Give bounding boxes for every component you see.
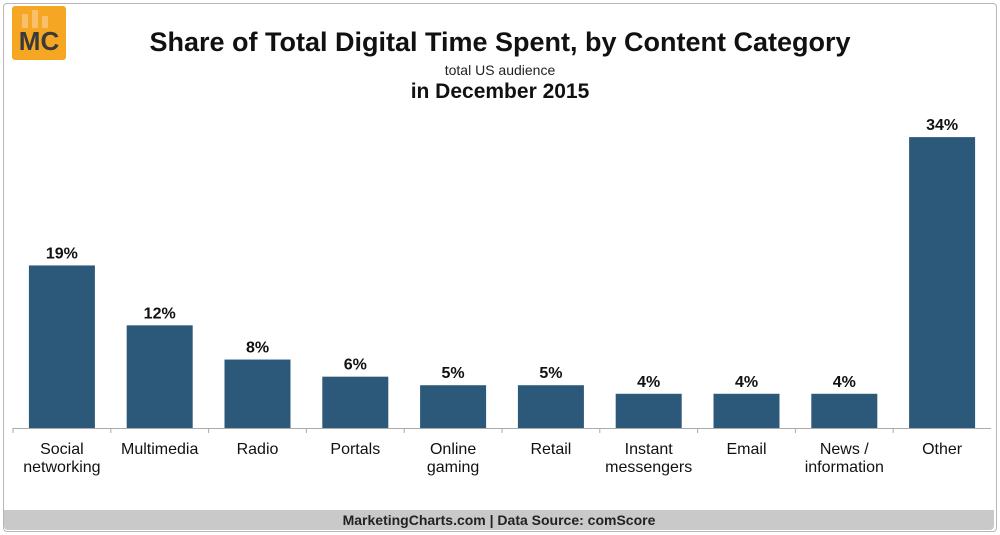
bar — [224, 359, 291, 428]
bar — [615, 393, 682, 428]
bar-value-label: 12% — [144, 305, 176, 322]
marketingcharts-logo: MC — [12, 6, 66, 60]
category-label: Multimedia — [121, 441, 198, 458]
bar — [811, 393, 878, 428]
category-label: Email — [726, 441, 766, 458]
bar-value-label: 4% — [735, 374, 758, 391]
logo-text: MC — [19, 26, 60, 56]
footer-source: MarketingCharts.com | Data Source: comSc… — [4, 510, 994, 530]
bar — [322, 376, 389, 428]
chart-title: Share of Total Digital Time Spent, by Co… — [149, 27, 851, 57]
chart-date: in December 2015 — [410, 80, 590, 103]
bar — [909, 137, 976, 428]
bar-value-label: 4% — [833, 374, 856, 391]
category-label: Social networking — [23, 441, 100, 476]
category-label: Other — [922, 441, 963, 458]
bar-value-label: 4% — [637, 374, 660, 391]
bar — [28, 265, 95, 428]
bar-value-label: 6% — [344, 357, 367, 374]
category-label: Portals — [330, 441, 380, 458]
bar — [420, 385, 487, 428]
bar-value-label: 5% — [442, 365, 465, 382]
bar-value-label: 34% — [926, 117, 958, 134]
bar — [517, 385, 584, 428]
category-label: Online gaming — [427, 441, 479, 476]
category-label: Retail — [530, 441, 571, 458]
bar — [713, 393, 780, 428]
bar — [126, 325, 193, 428]
category-label: Radio — [237, 441, 279, 458]
bar-value-label: 8% — [246, 340, 269, 357]
category-label: News / information — [805, 441, 884, 476]
bar-value-label: 19% — [46, 245, 78, 262]
chart-subtitle: total US audience — [444, 62, 556, 78]
chart-frame — [3, 3, 997, 532]
bar-value-label: 5% — [539, 365, 562, 382]
category-label: Instant messengers — [605, 441, 692, 476]
